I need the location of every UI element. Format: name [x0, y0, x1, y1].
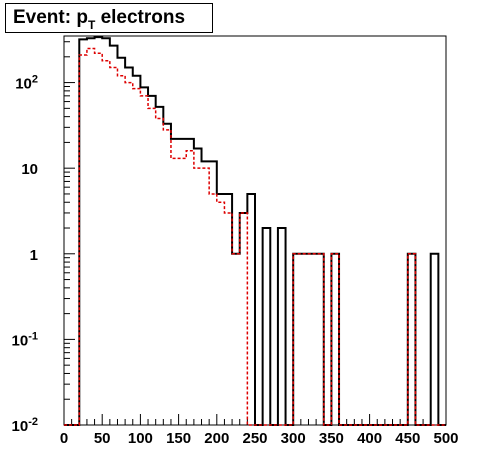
series-line — [64, 36, 446, 426]
y-tick-label: 1 — [30, 247, 38, 264]
x-tick-label: 350 — [319, 430, 344, 447]
y-tick-label: 10 — [21, 161, 38, 178]
tick-labels: 0 50 100 150 200 250 300 350 400 450 500 10-2 10-1 1 1… — [12, 74, 459, 447]
series-layer — [64, 36, 446, 426]
x-tick-label: 0 — [60, 430, 68, 447]
x-tick-label: 250 — [242, 430, 267, 447]
x-tick-label: 500 — [433, 430, 458, 447]
x-tick-label: 50 — [94, 430, 111, 447]
x-tick-label: 150 — [166, 430, 191, 447]
x-tick-label: 100 — [128, 430, 153, 447]
chart-title-box: Event: pT electrons — [5, 3, 213, 33]
y-tick-label: 102 — [15, 74, 38, 93]
x-tick-label: 300 — [281, 430, 306, 447]
x-tick-label: 450 — [395, 430, 420, 447]
y-tick-label: 10-1 — [12, 330, 38, 349]
x-tick-label: 200 — [204, 430, 229, 447]
y-tick-label: 10-2 — [12, 416, 38, 435]
chart-title: Event: pT electrons — [13, 7, 186, 32]
x-tick-label: 400 — [357, 430, 382, 447]
histogram-series — [64, 47, 446, 426]
series-line — [64, 47, 446, 426]
histogram-series — [64, 36, 446, 426]
